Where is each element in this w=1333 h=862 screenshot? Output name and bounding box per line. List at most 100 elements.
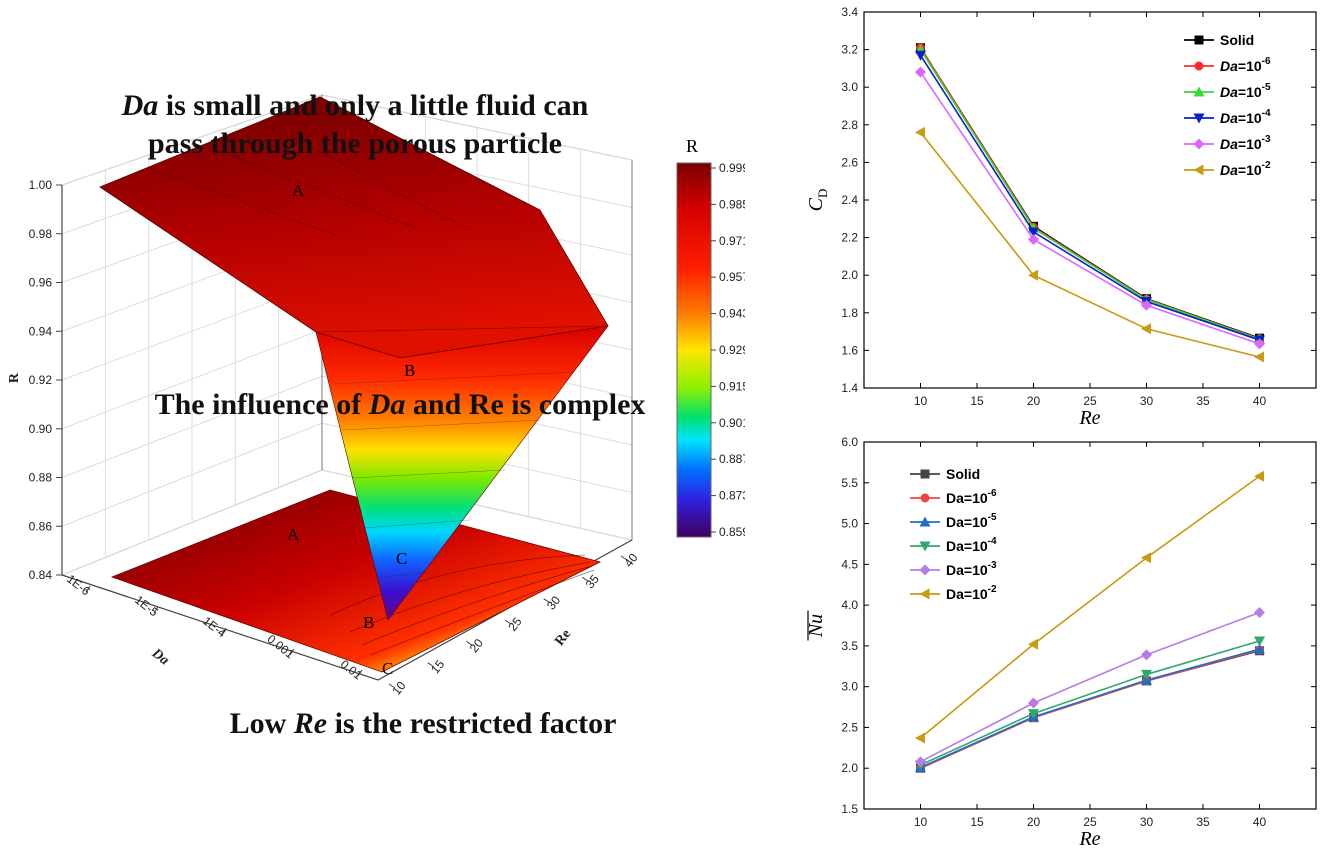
x-axis-label: Re <box>1078 407 1100 429</box>
point-label-a-top: A <box>292 181 305 200</box>
series-5 <box>915 470 1264 744</box>
colorbar-tick-label: 0.9990 <box>719 161 745 175</box>
x-tick-label: 10 <box>914 394 928 408</box>
da-tick-label: 1E-5 <box>132 593 161 620</box>
x-tick-label: 25 <box>1083 815 1097 829</box>
z-tick-label: 0.90 <box>29 422 53 436</box>
data-point-triangle-up <box>1254 643 1265 654</box>
surface-mesh <box>99 96 609 333</box>
data-point-diamond <box>1028 697 1039 709</box>
data-point-diamond <box>1141 649 1152 661</box>
data-point-triangle-down <box>1028 709 1039 720</box>
legend: Solid Da=10-6 Da=10-5 Da=10-4 Da=10-3 Da=10-2 <box>910 466 997 602</box>
contour-lines <box>329 554 595 656</box>
series-line <box>919 49 1260 340</box>
z-tick-label: 0.94 <box>29 324 53 338</box>
colorbar-tick-label: 0.9710 <box>719 234 745 248</box>
legend-entry: Da=10-6 <box>1220 56 1271 74</box>
series-3 <box>915 50 1265 346</box>
data-point-triangle-up <box>919 516 931 527</box>
colorbar-tick-label: 0.9430 <box>719 307 745 321</box>
y-axis-label: CD <box>805 189 830 212</box>
y-axis-label: Nu <box>805 614 827 638</box>
x-tick-label: 20 <box>1027 394 1041 408</box>
legend-entry: Solid <box>1220 32 1254 48</box>
data-point-triangle-down <box>1193 113 1205 124</box>
re-tick-label: 20 <box>467 636 486 655</box>
re-tick-label: 30 <box>544 593 563 612</box>
data-point-triangle-down <box>1254 636 1265 647</box>
x-tick-label: 40 <box>1253 394 1267 408</box>
legend-entry: Da=10-2 <box>946 584 997 602</box>
colorbar-tick-label: 0.8730 <box>719 489 745 503</box>
legend-entry: Da=10-5 <box>946 512 997 530</box>
y-tick-label: 2.0 <box>841 761 858 775</box>
x-tick-label: 15 <box>970 394 984 408</box>
plot-frame <box>863 441 1317 810</box>
series-line <box>919 71 1260 345</box>
data-point-triangle-left <box>915 732 925 744</box>
data-point-triangle-up <box>1193 86 1205 97</box>
colorbar: R 0.9990 0.9850 0.9710 0.9570 0.9430 0.9290 0.… <box>676 136 745 539</box>
x-tick-label: 35 <box>1196 815 1210 829</box>
y-tick-label: 4.5 <box>841 557 858 571</box>
x-tick-label: 20 <box>1027 815 1041 829</box>
y-tick-label: 2.5 <box>841 720 858 734</box>
z-axis-label: R <box>7 372 22 383</box>
z-tick-label: 0.92 <box>29 373 53 387</box>
x-tick-label: 15 <box>970 815 984 829</box>
data-point-diamond <box>1193 138 1205 150</box>
re-tick-label: 10 <box>389 678 408 697</box>
data-point-diamond <box>1141 299 1152 311</box>
z-tick-label: 0.98 <box>29 227 53 241</box>
point-label-b-top: B <box>404 361 415 380</box>
data-point-triangle-left <box>1193 164 1204 176</box>
legend-entry: Da=10-3 <box>1220 134 1271 152</box>
z-tick-label: 0.88 <box>29 471 53 485</box>
surface-side-mesh <box>332 371 575 579</box>
y-tick-label: 3.2 <box>841 43 858 57</box>
data-point-diamond <box>919 564 931 576</box>
data-point-diamond <box>1254 606 1265 618</box>
colorbar-title: R <box>686 136 698 156</box>
y-tick-label: 5.5 <box>841 476 858 490</box>
series-line <box>919 475 1260 739</box>
data-point-triangle-left <box>1254 351 1264 363</box>
y-tick-label: 1.5 <box>841 802 858 816</box>
colorbar-tick-label: 0.8870 <box>719 452 745 466</box>
data-point-square <box>1194 35 1204 45</box>
legend-entry: Da=10-4 <box>1220 108 1271 126</box>
legend-entry: Da=10-6 <box>946 488 997 506</box>
data-point-triangle-left <box>1254 470 1264 482</box>
series-4 <box>915 606 1265 768</box>
data-point-triangle-down <box>915 50 926 61</box>
series-4 <box>915 66 1265 350</box>
point-label-a-floor: A <box>287 525 300 544</box>
z-tick-label: 0.84 <box>29 568 53 582</box>
data-point-diamond <box>915 756 926 768</box>
annotation-top-line1: Da is small and only a little fluid can <box>121 89 589 122</box>
legend-entry: Solid <box>946 466 980 482</box>
colorbar-tick-label: 0.9290 <box>719 343 745 357</box>
da-tick-label: 1E-6 <box>64 572 93 599</box>
z-tick-label: 0.86 <box>29 519 53 533</box>
y-tick-label: 4.0 <box>841 598 858 612</box>
data-point-triangle-left <box>1141 323 1151 335</box>
data-point-triangle-left <box>1028 269 1038 281</box>
data-point-triangle-down <box>919 541 931 552</box>
x-tick-label: 40 <box>1253 815 1267 829</box>
data-point-diamond <box>1254 338 1265 350</box>
point-label-c-top: C <box>396 549 407 568</box>
data-point-triangle-left <box>919 588 930 600</box>
data-point-circle <box>1194 61 1204 71</box>
colorbar-tick-label: 0.9010 <box>719 416 745 430</box>
series-5 <box>915 126 1264 363</box>
legend-entry: Da=10-3 <box>946 560 997 578</box>
data-point-circle <box>920 493 930 503</box>
colorbar-tick-label: 0.9570 <box>719 270 745 284</box>
data-point-triangle-down <box>1141 669 1152 680</box>
da-axis-label: Da <box>148 645 172 668</box>
series-line <box>920 648 1260 769</box>
data-point-triangle-left <box>915 126 925 138</box>
x-tick-label: 10 <box>914 815 928 829</box>
